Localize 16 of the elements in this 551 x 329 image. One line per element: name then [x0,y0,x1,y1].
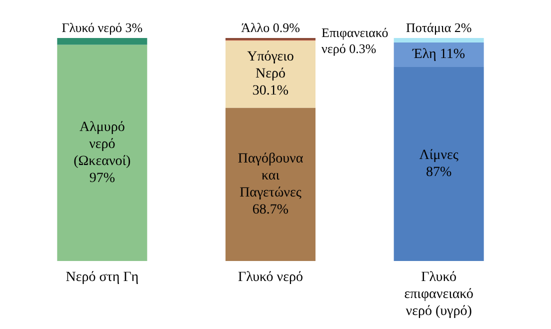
data-label: 87% [426,164,452,180]
text: Έλη 11% [412,47,466,62]
data-label: 30.1% [252,84,289,99]
data-label: 68.7% [252,202,289,218]
series-label: Υπόγειο Νερό [247,50,294,82]
data-label: 97% [89,170,116,186]
series-label: Λίμνες [419,148,459,163]
text: Επιφανειακό νερό 0.3% [322,24,388,56]
text: Γλυκό νερό 3% [62,20,143,35]
x-tick-label: Γλυκό επιφανειακό νερό (υγρό) [404,270,474,319]
series-label: Αλμυρό νερό (Ωκεανοί) [74,120,132,169]
series-label: Παγόβουνα και Παγετώνες [238,151,304,200]
x-tick-label: Νερό στη Γη [66,270,139,285]
text: Ποτάμια 2% [406,20,472,35]
x-tick-label: Γλυκό νερό [238,270,304,285]
text: Άλλο 0.9% [241,20,300,35]
